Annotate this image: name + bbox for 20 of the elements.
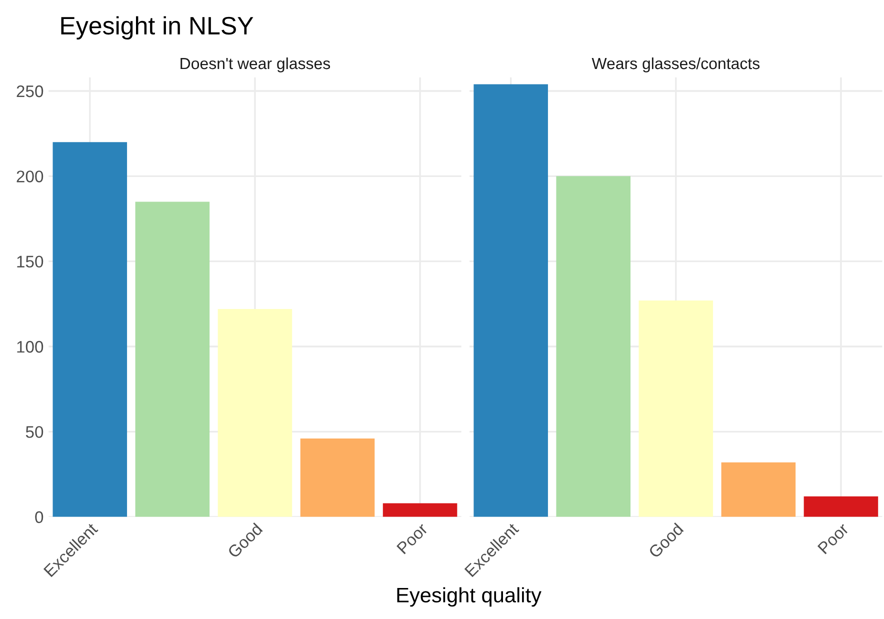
y-tick-label: 50 (26, 426, 44, 438)
bar (638, 300, 714, 517)
bar (556, 176, 630, 517)
bar (474, 84, 548, 517)
x-axis-title: Eyesight quality (397, 587, 542, 607)
bar (804, 496, 878, 517)
y-tick-label: 250 (16, 85, 44, 98)
chart-subtitle: Wears glasses/contacts (592, 57, 760, 72)
bar (300, 438, 375, 517)
y-tick-label: 200 (16, 170, 44, 182)
y-tick-label: 150 (17, 256, 44, 268)
bar (382, 503, 458, 517)
chart-title: Eyesight in NLSY (61, 16, 254, 40)
y-tick-label: 100 (17, 340, 44, 353)
chart-subtitle: Doesn't wear glasses (180, 57, 330, 72)
bar (218, 309, 292, 517)
bar (135, 202, 210, 517)
bar (52, 142, 128, 517)
y-tick-label: 0 (35, 511, 44, 524)
bar (721, 462, 796, 517)
